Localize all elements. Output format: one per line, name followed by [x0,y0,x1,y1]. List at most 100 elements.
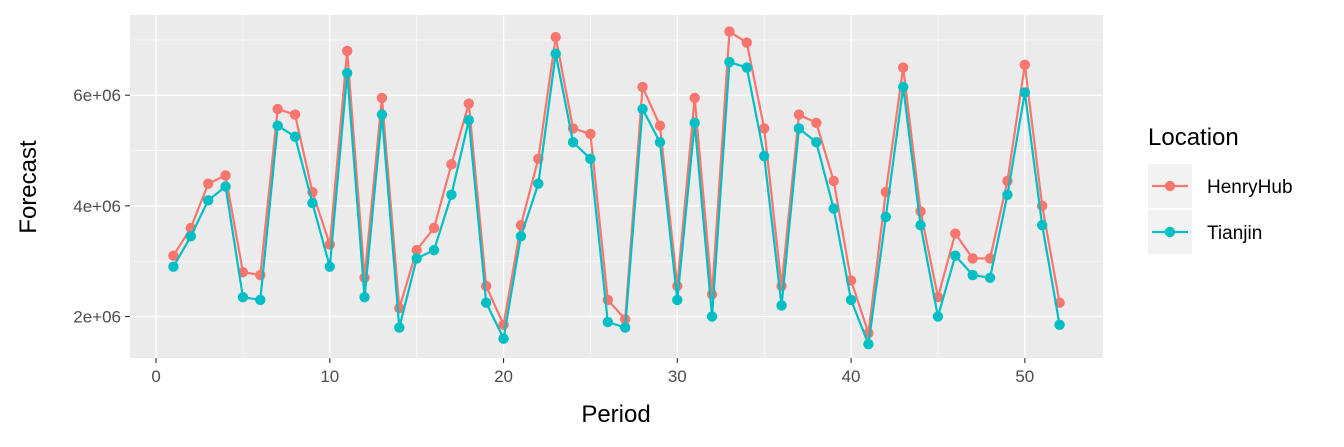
data-point-henryhub [724,26,735,37]
data-point-tianjin [932,311,944,322]
legend-key-tianjin-marker [1164,226,1176,238]
legend-title: Location [1148,124,1239,151]
data-point-henryhub [480,280,492,292]
data-point-henryhub [168,250,179,261]
data-point-tianjin [585,153,596,165]
data-point-henryhub [463,98,475,109]
data-point-tianjin [637,103,648,115]
data-point-tianjin [567,137,579,148]
data-point-henryhub [446,159,457,170]
data-point-tianjin [480,297,492,308]
data-point-henryhub [1019,59,1031,70]
data-point-henryhub [202,178,214,189]
data-point-henryhub [411,244,422,256]
data-point-tianjin [811,137,822,148]
y-tick-label: 2e+06 [73,308,121,327]
data-point-tianjin [689,117,700,129]
data-point-tianjin [359,291,370,303]
legend: Location HenryHub Tianjin [1148,124,1293,254]
data-point-henryhub [967,253,978,264]
data-point-tianjin [463,114,475,126]
data-point-tianjin [758,150,770,162]
data-point-tianjin [341,67,353,79]
data-point-tianjin [654,137,666,148]
legend-key-henryhub-marker [1164,180,1176,192]
data-point-henryhub [359,272,370,283]
data-point-tianjin [550,48,561,59]
data-point-tianjin [967,269,978,281]
data-point-tianjin [446,189,457,200]
data-point-tianjin [272,120,283,131]
data-point-henryhub [272,103,283,115]
data-point-tianjin [1036,220,1048,231]
y-axis: 2e+06 4e+06 6e+06 [73,86,130,327]
data-point-henryhub [915,206,926,217]
data-point-tianjin [897,81,909,93]
data-point-tianjin [168,261,179,272]
data-point-tianjin [376,109,388,120]
series-line-henryhub [172,30,1061,335]
minor-gridlines [130,15,1103,358]
data-point-tianjin [950,250,961,261]
data-point-tianjin [498,333,509,344]
x-tick-label: 10 [320,367,339,386]
data-point-henryhub [706,289,718,300]
data-point-tianjin [724,56,735,68]
data-point-henryhub [637,81,648,93]
data-point-henryhub [341,45,353,57]
data-point-tianjin [255,294,266,306]
data-point-tianjin [411,253,422,264]
legend-label-henryhub: HenryHub [1207,177,1293,198]
data-point-tianjin [706,311,718,322]
x-axis: 0 10 20 30 40 50 [151,358,1034,386]
data-point-henryhub [811,117,822,129]
x-tick-label: 20 [494,367,513,386]
data-point-henryhub [376,92,388,104]
data-point-tianjin [394,322,405,333]
data-point-tianjin [741,62,753,73]
data-point-tianjin [984,272,996,283]
data-point-henryhub [741,37,753,48]
data-point-tianjin [185,231,197,242]
data-point-tianjin [237,291,249,303]
y-tick-label: 6e+06 [73,86,121,105]
data-point-henryhub [289,109,301,120]
data-point-tianjin [1019,87,1031,98]
data-point-tianjin [515,231,527,242]
x-tick-label: 50 [1015,367,1034,386]
data-point-henryhub [828,175,839,187]
x-tick-label: 0 [151,367,160,386]
data-point-tianjin [863,338,874,350]
x-tick-label: 40 [842,367,861,386]
series-layer [168,26,1065,350]
data-point-tianjin [776,300,787,311]
data-point-tianjin [793,123,805,134]
legend-label-tianjin: Tianjin [1207,223,1262,244]
data-point-tianjin [828,203,839,214]
x-tick-label: 30 [668,367,687,386]
data-point-henryhub [220,170,231,181]
data-point-tianjin [602,316,614,328]
data-point-henryhub [654,120,666,131]
data-point-tianjin [672,294,683,306]
series-line-tianjin [172,52,1061,346]
data-point-tianjin [915,220,926,231]
data-point-tianjin [324,261,336,272]
data-point-henryhub [689,92,700,104]
data-point-tianjin [428,244,440,256]
x-axis-title: Period [581,401,650,428]
data-point-tianjin [1054,319,1065,331]
data-point-tianjin [619,322,631,333]
data-point-henryhub [324,239,336,250]
data-point-tianjin [307,197,318,209]
data-point-henryhub [585,128,596,140]
data-point-henryhub [897,62,909,73]
data-point-tianjin [289,131,301,142]
data-point-henryhub [793,109,805,120]
data-point-tianjin [533,178,544,189]
data-point-tianjin [1002,189,1013,200]
data-point-henryhub [428,222,440,234]
data-point-tianjin [880,211,892,223]
y-axis-title: Forecast [15,140,42,234]
